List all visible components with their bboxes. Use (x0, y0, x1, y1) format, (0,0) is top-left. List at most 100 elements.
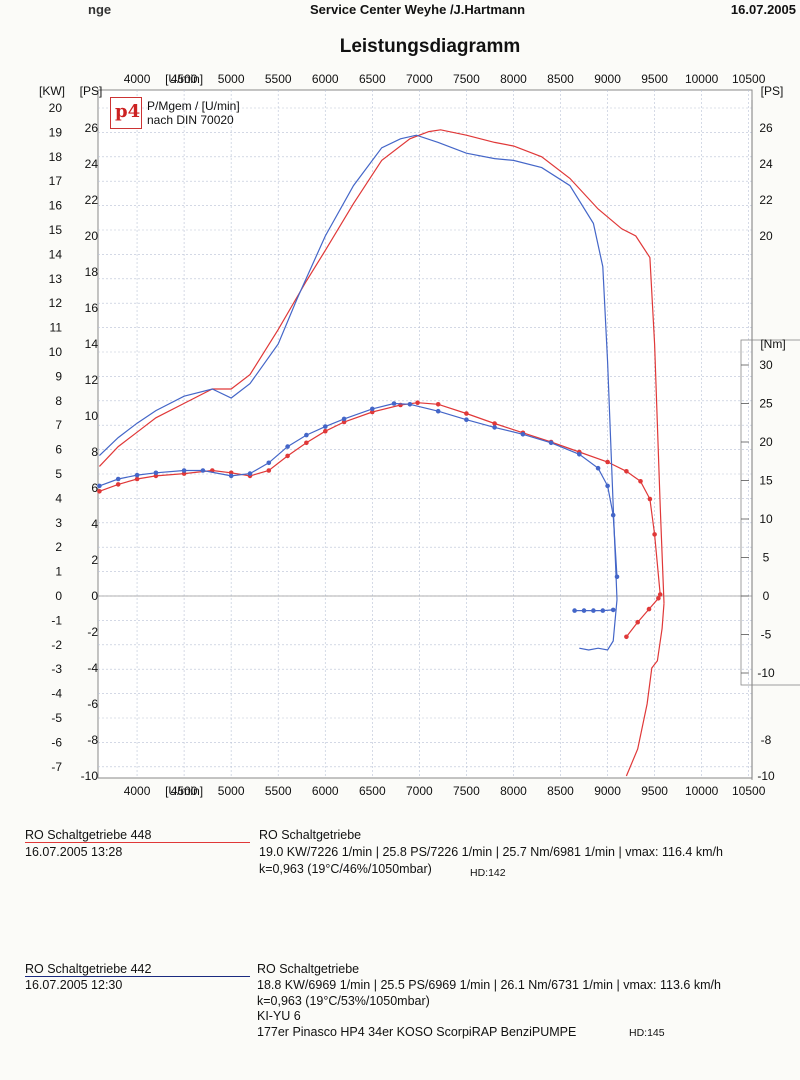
run442-torque-point (115, 476, 121, 482)
legend-line-1: P/Mgem / [U/min] (147, 99, 240, 113)
run442-date: 16.07.2005 12:30 (25, 978, 123, 992)
kw-tick: 12 (49, 296, 63, 310)
run448-torque-tail-point (646, 606, 652, 612)
run448-torque-point (464, 411, 469, 416)
run448-power-tail (625, 603, 665, 777)
nm-tick: 25 (759, 397, 773, 411)
run442-torque-point (323, 424, 328, 429)
nm-tick: 10 (759, 512, 773, 526)
run448-torque-point (97, 489, 102, 494)
ps-tick-right: -10 (757, 769, 775, 783)
run442-conditions: k=0,963 (19°C/53%/1050mbar) (257, 994, 430, 1008)
run442-torque-point (266, 460, 272, 466)
run448-torque-point (492, 421, 497, 426)
x-tick-bottom: 8000 (500, 784, 527, 798)
ps-tick: 24 (85, 157, 99, 171)
run448-torque-line (99, 402, 661, 595)
run448-torque-point (657, 592, 663, 597)
run448-torque-point (624, 469, 629, 474)
x-tick-top: 6500 (359, 72, 386, 86)
legend-line-2: nach DIN 70020 (147, 113, 234, 127)
run448-underline (25, 842, 250, 843)
run448-torque-point (134, 476, 140, 482)
p4-logo: p4 (110, 97, 142, 129)
run448-torque-point (435, 402, 441, 407)
run442-torque-point (134, 472, 140, 478)
ps-tick: 12 (85, 373, 99, 387)
nm-tick: -5 (761, 628, 772, 642)
kw-tick: 20 (49, 101, 63, 115)
run442-torque-tail-point (610, 607, 616, 613)
run442-torque-point (153, 470, 159, 476)
kw-tick: 10 (49, 345, 63, 359)
x-tick-bottom: 4500 (171, 784, 198, 798)
run442-torque-tail-point (572, 608, 577, 613)
run448-torque-point (415, 400, 420, 406)
nm-axis-label: [Nm] (760, 337, 785, 351)
x-tick-bottom: 9500 (641, 784, 668, 798)
x-tick-top: 8500 (547, 72, 574, 86)
run448-conditions: k=0,963 (19°C/46%/1050mbar) (259, 862, 432, 876)
x-tick-bottom: 10000 (685, 784, 719, 798)
run442-power-tail (579, 599, 618, 651)
run442-torque-point (577, 452, 582, 457)
run442-torque-point (464, 417, 469, 423)
run442-torque-tail-point (581, 608, 587, 613)
run448-torque-point (323, 428, 328, 434)
x-axis-label-top: [U/min] (165, 72, 203, 86)
ps-axis-label: [PS] (80, 84, 103, 98)
nm-tick: 5 (763, 551, 770, 565)
ps-tick: -2 (87, 625, 98, 639)
x-tick-top: 9000 (594, 72, 621, 86)
ps-tick: 2 (91, 553, 98, 567)
nm-tick: -10 (757, 666, 775, 680)
kw-tick: -4 (51, 687, 62, 701)
run442-torque-point (181, 468, 187, 473)
x-tick-top: 6000 (312, 72, 339, 86)
kw-tick: -3 (51, 662, 62, 676)
run448-torque-tail-point (624, 634, 629, 640)
run448-torque-point (605, 459, 610, 465)
run442-torque-point (614, 574, 620, 580)
kw-tick: 6 (55, 443, 62, 457)
kw-tick: -5 (51, 711, 62, 725)
run448-torque-tail-point (656, 596, 661, 601)
run442-torque-line (99, 402, 618, 577)
kw-tick: -7 (51, 760, 62, 774)
ps-tick: 22 (85, 193, 99, 207)
kw-tick: 18 (49, 150, 63, 164)
x-tick-top: 5000 (218, 72, 245, 86)
nm-tick: 0 (763, 589, 770, 603)
run442-torque-point (285, 444, 290, 449)
run448-title: RO Schaltgetriebe (259, 828, 362, 842)
ps-tick-right: -8 (761, 733, 772, 747)
run448-power-line (98, 129, 665, 604)
x-tick-bottom: 7500 (453, 784, 480, 798)
ps-tick: 20 (85, 229, 99, 243)
nm-axis-box (740, 339, 800, 686)
kw-tick: -1 (51, 613, 62, 627)
kw-tick: 0 (55, 589, 62, 603)
kw-tick: 16 (49, 199, 63, 213)
kw-tick: 1 (55, 565, 62, 579)
run448-torque-point (652, 532, 657, 537)
run442-torque-point (228, 473, 234, 479)
ps-tick-right: 22 (759, 193, 773, 207)
run442-torque-point (391, 401, 397, 406)
x-tick-bottom: 8500 (547, 784, 574, 798)
kw-tick: -2 (51, 638, 62, 652)
run442-torque-point (595, 465, 601, 471)
x-tick-bottom: 9000 (594, 784, 621, 798)
kw-tick: 11 (50, 321, 63, 335)
header-left-text: nge (88, 2, 112, 17)
kw-tick: 15 (49, 223, 63, 237)
chart-title: Leistungsdiagramm (339, 36, 521, 57)
dyno-chart: 4000400045004500500050005500550060006000… (39, 72, 800, 798)
kw-tick: 2 (55, 540, 62, 554)
run442-name: RO Schaltgetriebe 442 (25, 962, 152, 976)
x-tick-bottom: 10500 (732, 784, 766, 798)
ps-tick: -4 (87, 661, 98, 675)
x-tick-bottom: 5000 (218, 784, 245, 798)
kw-tick: 4 (55, 491, 62, 505)
ps-tick: 14 (85, 337, 99, 351)
